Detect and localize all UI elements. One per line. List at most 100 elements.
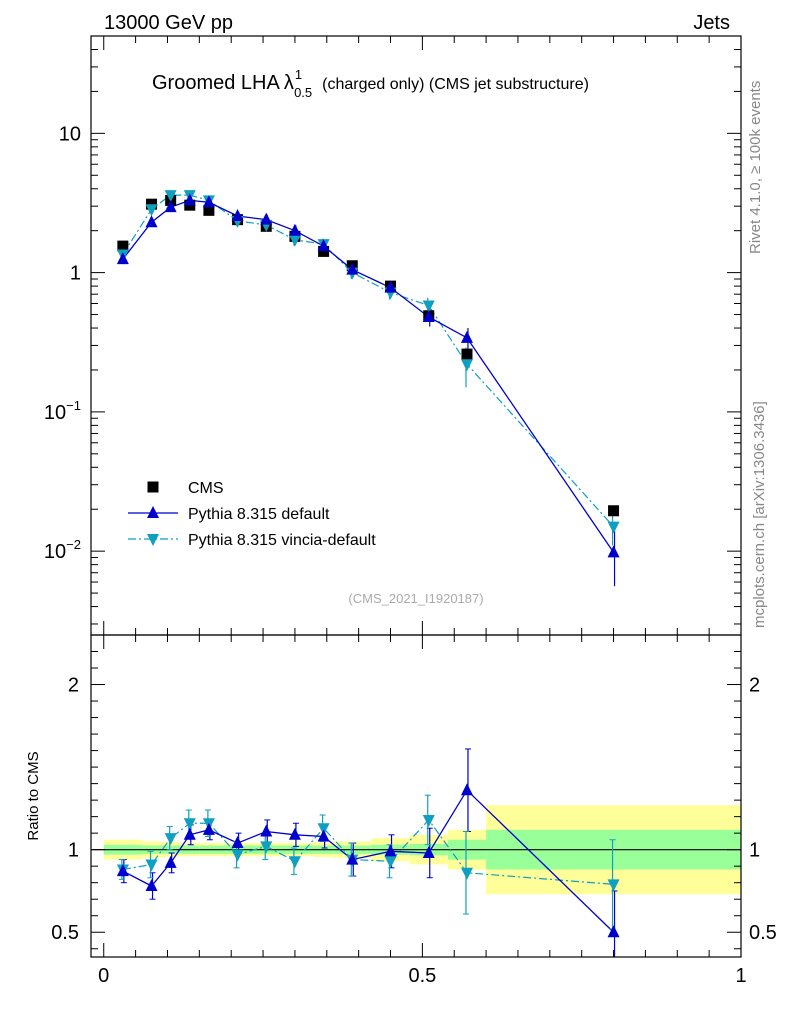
analysis-tag: (CMS_2021_I1920187) <box>348 591 483 606</box>
pythia-default-marker <box>183 193 196 206</box>
cms-data-point <box>203 204 215 216</box>
pythia-default-marker <box>460 783 473 796</box>
pythia-vincia-marker <box>460 867 473 880</box>
pythia-default-marker <box>183 827 196 840</box>
pythia-default-marker <box>231 208 244 221</box>
legend-label: CMS <box>188 480 224 497</box>
x-tick-labels: 0 0.5 1 <box>98 965 746 987</box>
ratio-y-tick-labels: 0.5 0.5 1 1 2 2 <box>51 675 777 945</box>
pythia-default-marker <box>147 506 159 518</box>
pythia-default-marker <box>317 239 330 252</box>
pythia-vincia-marker <box>231 849 244 862</box>
title-rest: (charged only) (CMS jet substructure) <box>322 76 589 93</box>
pythia-default-marker <box>607 545 620 558</box>
tick-label-exponent: −1 <box>66 398 81 413</box>
pythia-default-marker <box>116 864 129 877</box>
pythia-default-marker <box>231 836 244 849</box>
pythia-default-marker <box>116 252 129 265</box>
pythia-default-marker <box>202 822 215 835</box>
main-y-tick-label: 1 <box>70 263 81 285</box>
pythia-vincia-marker <box>607 521 620 534</box>
ratio-ticks <box>91 634 742 957</box>
plot-title: Groomed LHA λ1 0.5 (charged only) (CMS jet … <box>152 67 589 100</box>
pythia-vincia-marker <box>164 833 177 846</box>
pythia-vincia-marker <box>422 814 435 827</box>
pythia-vincia-marker <box>422 300 435 313</box>
pythia-vincia-marker <box>147 534 159 546</box>
pythia-vincia-marker <box>183 818 196 831</box>
pythia-default-marker <box>384 280 397 293</box>
tick-label-base: 10 <box>59 123 81 145</box>
ratio-y-tick-label-right: 2 <box>749 675 760 697</box>
ratio-y-tick-label-left: 1 <box>68 840 79 862</box>
pythia-default-ratio-line <box>122 789 615 933</box>
header-right-label: Jets <box>693 12 730 34</box>
mcplots-label: mcplots.cern.ch [arXiv:1306.3436] <box>751 401 768 628</box>
main-y-tick-label: 10−2 <box>44 537 81 563</box>
pythia-default-marker <box>164 200 177 213</box>
pythia-default-marker <box>422 845 435 858</box>
pythia-vincia-marker <box>164 190 177 203</box>
pythia-default-marker <box>202 195 215 208</box>
ratio-y-tick-label-left: 0.5 <box>51 922 79 944</box>
pythia-vincia-marker <box>317 823 330 836</box>
cms-data-point <box>318 245 330 257</box>
pythia-default-marker <box>346 852 359 865</box>
pythia-default-marker <box>607 925 620 938</box>
pythia-default-marker <box>460 330 473 343</box>
ratio-series <box>116 748 620 957</box>
pythia-default-marker <box>164 855 177 868</box>
tick-label-base: 1 <box>70 263 81 285</box>
x-tick-label: 0 <box>98 965 109 987</box>
cms-data-point <box>146 198 158 210</box>
pythia-default-marker <box>317 829 330 842</box>
title-lambda: λ <box>284 72 294 94</box>
pythia-vincia-marker <box>145 859 158 872</box>
cms-data-point <box>147 481 159 493</box>
pythia-default-marker <box>145 215 158 228</box>
cms-data-point <box>117 240 129 252</box>
pythia-vincia-marker <box>460 359 473 372</box>
legend: CMS Pythia 8.315 default Pythia 8.315 vinc… <box>128 480 376 549</box>
legend-label: Pythia 8.315 vincia-default <box>188 532 376 549</box>
pythia-vincia-line <box>122 194 614 528</box>
pythia-vincia-marker <box>384 856 397 869</box>
pythia-default-marker <box>288 827 301 840</box>
pythia-default-marker <box>260 212 273 225</box>
ratio-y-axis-label: Ratio to CMS <box>25 751 42 840</box>
pythia-default-marker <box>145 878 158 891</box>
title-subscript: 0.5 <box>294 85 312 100</box>
pythia-default-marker <box>346 262 359 275</box>
main-ticks <box>91 35 742 635</box>
x-tick-label: 0.5 <box>408 965 436 987</box>
x-tick-label: 1 <box>735 965 746 987</box>
cms-data-point <box>461 348 473 360</box>
header-left-label: 13000 GeV pp <box>104 12 233 34</box>
pythia-vincia-marker <box>607 879 620 892</box>
pythia-vincia-marker <box>288 234 301 247</box>
tick-label-exponent: −2 <box>66 537 81 552</box>
pythia-default-marker <box>384 844 397 857</box>
ratio-panel: 0.5 0.51 12 2 0 0.5 1 Ratio to CMS <box>25 634 777 987</box>
title-main: Groomed LHA <box>152 72 280 94</box>
ratio-panel-frame <box>90 634 742 958</box>
main-y-tick-label: 10−1 <box>44 398 81 424</box>
tick-label-base: 10 <box>44 402 66 424</box>
cms-data-point <box>608 505 620 517</box>
title-superscript: 1 <box>295 67 302 82</box>
pythia-default-marker <box>288 223 301 236</box>
pythia-vincia-marker <box>288 856 301 869</box>
ratio-y-tick-label-right: 0.5 <box>749 922 777 944</box>
rivet-label: Rivet 4.1.0, ≥ 100k events <box>747 81 764 254</box>
pythia-vincia-marker <box>145 204 158 217</box>
ratio-y-tick-label-left: 2 <box>68 675 79 697</box>
pythia-vincia-marker <box>260 841 273 854</box>
ratio-y-tick-label-right: 1 <box>749 840 760 862</box>
legend-label: Pythia 8.315 default <box>188 506 330 523</box>
main-y-tick-label: 10 <box>59 123 81 145</box>
pythia-default-marker <box>422 310 435 323</box>
pythia-default-marker <box>260 824 273 837</box>
